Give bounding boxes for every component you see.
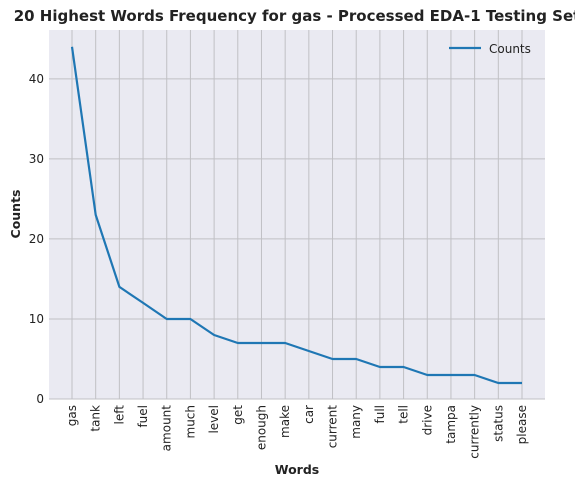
y-tick-label: 10 [29,312,44,326]
x-tick-label: make [278,405,292,438]
x-tick-label: gas [65,405,79,426]
grid [49,30,545,400]
x-tick-label: car [302,405,316,424]
x-tick-label: many [349,405,363,439]
x-tick-label: please [515,405,529,444]
x-tick-label: amount [160,405,174,452]
plot-background [49,30,545,399]
y-tick-label: 40 [29,72,44,86]
x-tick-label: tell [397,405,411,424]
x-tick-label: currently [468,405,482,459]
x-tick-label: tampa [444,405,458,444]
x-axis-label: Words [275,462,319,477]
y-tick-label: 0 [36,392,44,406]
x-tick-label: status [491,405,505,442]
x-tick-label: enough [254,405,268,450]
x-tick-label: left [112,405,126,425]
chart-title: 20 Highest Words Frequency for gas - Pro… [14,7,575,25]
x-ticks: gas tank left fuel amount much level get enough m… [65,405,529,459]
y-axis-label: Counts [8,190,23,239]
legend-label-counts: Counts [489,42,531,56]
series-line-counts [70,46,522,385]
y-tick-label: 20 [29,232,44,246]
y-ticks: 0 10 20 30 40 [29,72,44,406]
x-tick-label: fuel [136,405,150,428]
legend: Counts [449,42,531,56]
x-tick-label: drive [420,405,434,435]
x-tick-label: much [183,405,197,439]
x-tick-label: current [326,405,340,449]
x-tick-label: tank [89,405,103,432]
x-tick-label: get [231,405,245,425]
x-tick-label: full [373,405,387,424]
x-tick-label: level [207,405,221,434]
y-tick-label: 30 [29,152,44,166]
